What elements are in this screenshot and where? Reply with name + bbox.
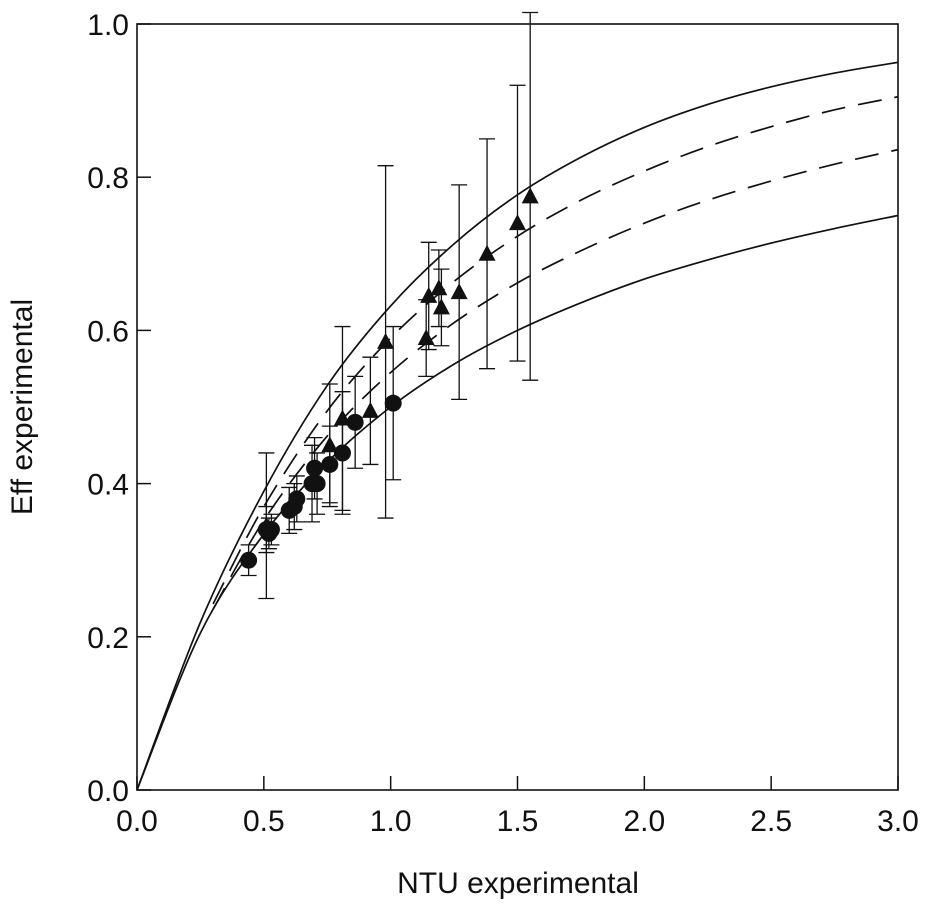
triangle-marker <box>257 516 275 533</box>
x-tick-label: 2.5 <box>750 805 792 838</box>
x-axis: 0.0 0.5 1.0 1.5 2.0 2.5 3.0 <box>116 776 919 838</box>
y-tick-label: 1.0 <box>87 9 129 42</box>
triangle-marker <box>333 409 351 426</box>
data-points <box>240 187 539 569</box>
y-axis-title: Eff experimental <box>6 299 39 515</box>
circle-marker <box>308 475 326 493</box>
triangle-marker <box>361 401 379 418</box>
triangle-marker <box>377 332 395 349</box>
y-tick-label: 0.4 <box>87 469 129 502</box>
y-tick-label: 0.8 <box>87 162 129 195</box>
x-tick-label: 1.5 <box>497 805 539 838</box>
solid-curve-4 <box>136 214 899 791</box>
solid-curve-1 <box>136 61 899 791</box>
triangle-marker <box>432 298 450 315</box>
triangle-marker <box>321 436 339 453</box>
triangle-marker <box>521 187 539 204</box>
circle-marker <box>288 490 306 508</box>
dashed-curve-2 <box>212 95 899 605</box>
y-tick-label: 0.0 <box>87 775 129 808</box>
y-axis: 0.0 0.2 0.4 0.6 0.8 1.0 <box>87 9 151 808</box>
x-tick-label: 0.0 <box>116 805 158 838</box>
dashed-curve-3 <box>212 148 899 610</box>
triangle-marker <box>450 283 468 300</box>
x-tick-label: 1.0 <box>370 805 412 838</box>
triangle-marker <box>417 329 435 346</box>
circle-marker <box>321 455 339 473</box>
circle-marker <box>333 444 351 462</box>
x-axis-title: NTU experimental <box>397 867 639 900</box>
triangle-marker <box>478 244 496 261</box>
x-tick-label: 3.0 <box>877 805 919 838</box>
triangle-marker <box>420 286 438 303</box>
model-curves <box>136 61 899 791</box>
y-tick-label: 0.2 <box>87 622 129 655</box>
triangle-marker <box>509 214 526 231</box>
y-tick-label: 0.6 <box>87 315 129 348</box>
circle-marker <box>346 413 364 431</box>
x-tick-label: 2.0 <box>623 805 665 838</box>
triangle-marker <box>430 279 448 296</box>
circle-marker <box>384 394 402 412</box>
x-tick-label: 0.5 <box>243 805 285 838</box>
circle-marker <box>306 459 324 477</box>
circle-marker <box>240 551 258 569</box>
